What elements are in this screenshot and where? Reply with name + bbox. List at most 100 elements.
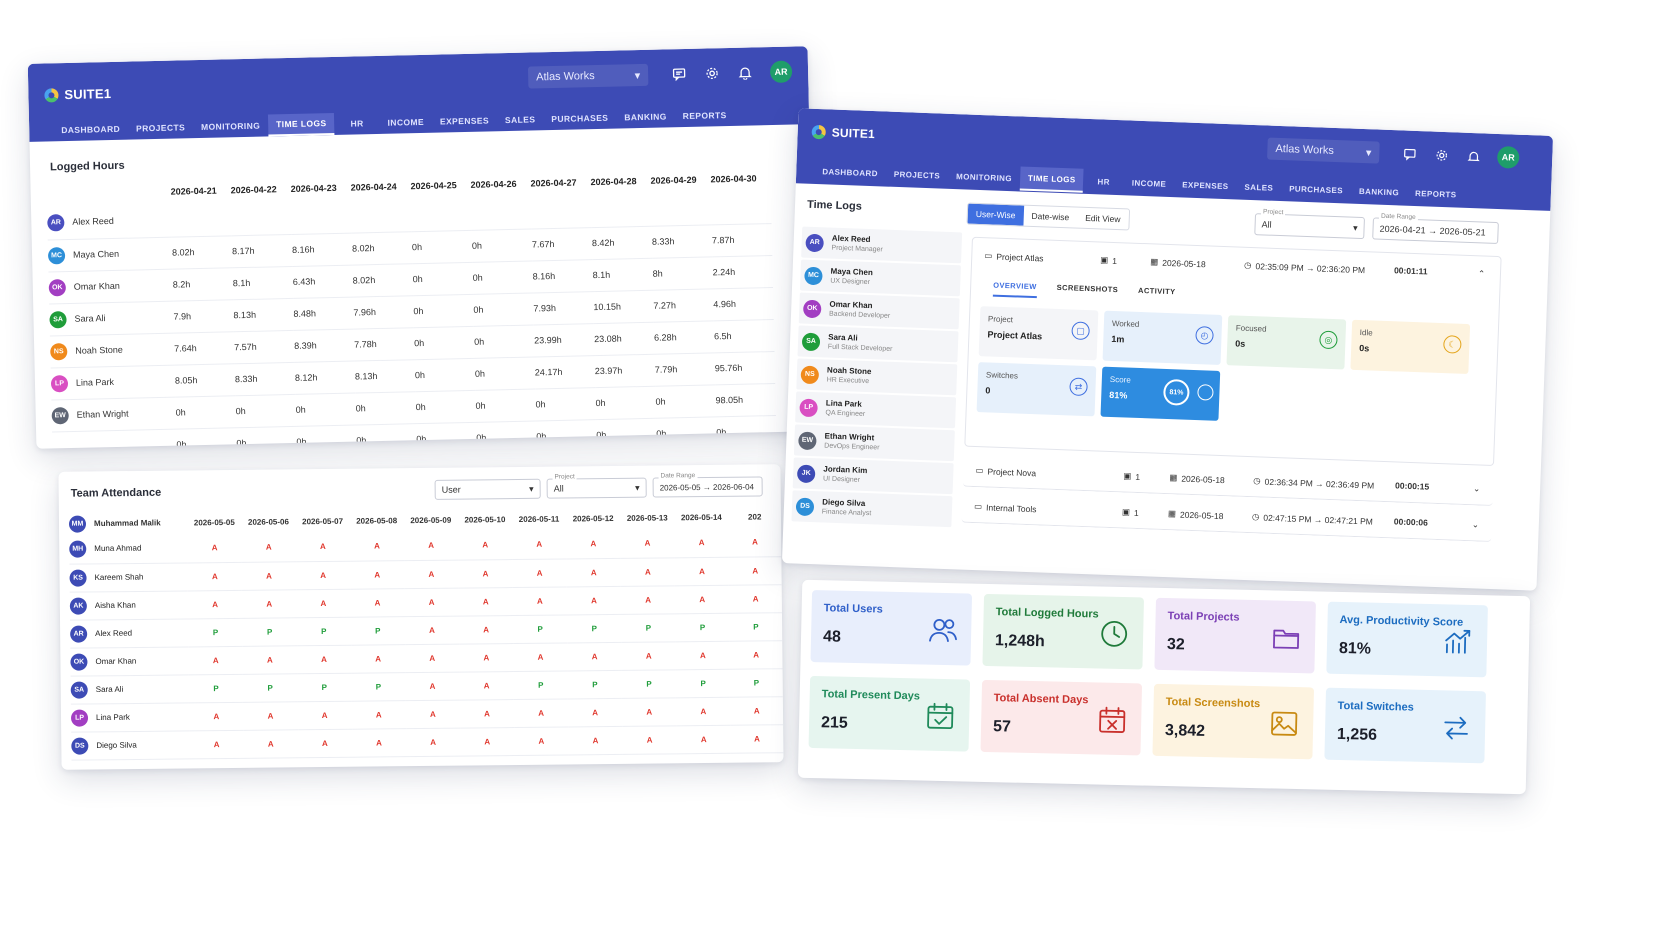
- user-list-item[interactable]: DS Diego Silva Finance Analyst: [791, 490, 953, 528]
- nav-purchases[interactable]: PURCHASES: [1289, 183, 1344, 195]
- tab-date-wise[interactable]: Date-wise: [1031, 210, 1070, 223]
- nav-projects[interactable]: PROJECTS: [893, 169, 941, 181]
- absent-mark: A: [297, 728, 353, 758]
- calendar-check-icon: [927, 702, 954, 730]
- user-filter-select[interactable]: User ▾: [434, 478, 541, 500]
- hours-cell: [650, 192, 712, 226]
- user-list-item[interactable]: JK Jordan Kim UI Designer: [792, 457, 954, 495]
- project-filter-select[interactable]: Project All ▾: [1254, 208, 1365, 240]
- nav-income[interactable]: INCOME: [1131, 178, 1167, 189]
- nav-time-logs[interactable]: TIME LOGS: [1019, 166, 1084, 193]
- date-column-header: 2026-05-12: [572, 513, 614, 523]
- hours-cell: 8.48h: [293, 296, 354, 330]
- date-column-header: 2026-04-22: [230, 184, 277, 196]
- absent-mark: A: [513, 698, 569, 728]
- chevron-down-icon[interactable]: ⌄: [1472, 483, 1481, 494]
- nav-expenses[interactable]: EXPENSES: [439, 115, 490, 127]
- nav-sales[interactable]: SALES: [504, 114, 536, 126]
- hours-cell: 8.33h: [651, 224, 713, 258]
- nav-expenses[interactable]: EXPENSES: [1182, 179, 1229, 191]
- user-role: Backend Developer: [828, 310, 891, 320]
- user-list-item[interactable]: EW Ethan Wright DevOps Engineer: [793, 424, 955, 462]
- bell-icon[interactable]: [737, 64, 753, 80]
- brand[interactable]: SUITE1: [811, 124, 875, 141]
- entry-duration: 00:00:06: [1393, 516, 1429, 528]
- date-range-field[interactable]: Date Range 2026-04-21 → 2026-05-21: [1372, 212, 1499, 245]
- stat-card[interactable]: Total Users 48: [810, 589, 973, 666]
- nav-dashboard[interactable]: DASHBOARD: [822, 166, 879, 178]
- absent-mark: A: [622, 725, 677, 754]
- absent-mark: A: [296, 644, 352, 674]
- nav-projects[interactable]: PROJECTS: [135, 122, 186, 134]
- hours-cell: 0h: [415, 421, 477, 449]
- tab-screenshots[interactable]: SCREENSHOTS: [1056, 282, 1119, 295]
- stat-card[interactable]: Total Switches 1,256: [1324, 687, 1486, 764]
- user-cell: OK Omar Khan: [70, 646, 189, 676]
- company-select[interactable]: Atlas Works ▾: [1267, 137, 1380, 164]
- avatar: AR: [805, 233, 825, 252]
- entry-date: ▦ 2026-05-18: [1169, 472, 1225, 485]
- nav-dashboard[interactable]: DASHBOARD: [61, 123, 121, 136]
- project-filter-select[interactable]: Project All ▾: [546, 473, 647, 499]
- switch-arrows-icon: [1444, 716, 1468, 740]
- nav-reports[interactable]: REPORTS: [1414, 188, 1457, 199]
- chat-icon[interactable]: [671, 66, 687, 82]
- user-list-item[interactable]: OK Omar Khan Backend Developer: [798, 292, 960, 330]
- tab-activity[interactable]: ACTIVITY: [1137, 285, 1176, 297]
- stat-card[interactable]: Total Absent Days 57: [980, 679, 1143, 756]
- absent-mark: A: [676, 696, 731, 726]
- user-name: Alex Reed: [72, 216, 114, 228]
- chevron-up-icon[interactable]: ⌃: [1477, 268, 1486, 279]
- avatar: EW: [51, 406, 69, 424]
- nav-income[interactable]: INCOME: [387, 116, 425, 128]
- tab-overview[interactable]: OVERVIEW: [992, 280, 1037, 299]
- hours-cell: 23.08h: [593, 321, 655, 356]
- user-list-item[interactable]: NS Noah Stone HR Executive: [796, 358, 958, 396]
- absent-mark: A: [458, 615, 514, 644]
- nav-hr[interactable]: HR: [350, 118, 364, 129]
- hours-cell: [290, 200, 352, 234]
- user-list-item[interactable]: SA Sara Ali Full Stack Developer: [797, 325, 959, 363]
- company-name: Atlas Works: [1275, 142, 1335, 157]
- tab-user-wise[interactable]: User-Wise: [967, 203, 1024, 226]
- date-range-field[interactable]: Date Range 2026-05-05 → 2026-06-04: [652, 472, 763, 498]
- stat-card[interactable]: Total Screenshots 3,842: [1152, 683, 1315, 760]
- brand[interactable]: SUITE1: [44, 86, 111, 103]
- user-cell: AR Alex Reed: [70, 618, 189, 648]
- nav-purchases[interactable]: PURCHASES: [551, 112, 609, 125]
- gear-icon[interactable]: [1433, 147, 1450, 164]
- gear-icon[interactable]: [704, 65, 720, 81]
- bell-icon[interactable]: [1465, 148, 1482, 165]
- chevron-down-icon[interactable]: ⌄: [1471, 519, 1480, 530]
- avatar: DS: [795, 496, 815, 516]
- chat-icon[interactable]: [1401, 145, 1418, 162]
- company-select[interactable]: Atlas Works ▾: [527, 63, 649, 89]
- stat-card[interactable]: Total Projects 32: [1154, 597, 1316, 674]
- stat-card[interactable]: Avg. Productivity Score 81%: [1326, 601, 1488, 678]
- absent-mark: A: [512, 530, 567, 560]
- entry-count: ▣ 1: [1122, 506, 1139, 518]
- tab-edit-view[interactable]: Edit View: [1085, 212, 1121, 225]
- stat-card[interactable]: Total Present Days 215: [808, 675, 971, 752]
- user-list-item[interactable]: LP Lina Park QA Engineer: [795, 391, 957, 429]
- date-column-header: 2026-04-28: [590, 176, 637, 188]
- present-mark: P: [567, 669, 623, 699]
- user-cell: [52, 428, 177, 449]
- absent-mark: A: [620, 585, 676, 614]
- nav-monitoring[interactable]: MONITORING: [955, 171, 1013, 183]
- nav-sales[interactable]: SALES: [1244, 182, 1274, 193]
- user-list-item[interactable]: MC Maya Chen UX Designer: [799, 259, 961, 297]
- stat-card[interactable]: Total Logged Hours 1,248h: [982, 593, 1145, 670]
- time-entry-card-expanded[interactable]: ▭ Project Atlas ▣ 1 ▦ 2026-05-18 ◷ 02:35:09 …: [964, 236, 1502, 467]
- user-list-item[interactable]: AR Alex Reed Project Manager: [801, 226, 963, 264]
- absent-mark: A: [187, 589, 243, 619]
- nav-banking[interactable]: BANKING: [624, 111, 667, 123]
- nav-reports[interactable]: REPORTS: [682, 110, 727, 122]
- user-avatar[interactable]: AR: [769, 60, 793, 84]
- hours-cell: 8.42h: [591, 225, 653, 260]
- user-avatar[interactable]: AR: [1496, 145, 1520, 169]
- nav-time-logs[interactable]: TIME LOGS: [267, 112, 335, 137]
- nav-monitoring[interactable]: MONITORING: [200, 120, 261, 132]
- nav-hr[interactable]: HR: [1097, 176, 1111, 187]
- nav-banking[interactable]: BANKING: [1358, 186, 1400, 197]
